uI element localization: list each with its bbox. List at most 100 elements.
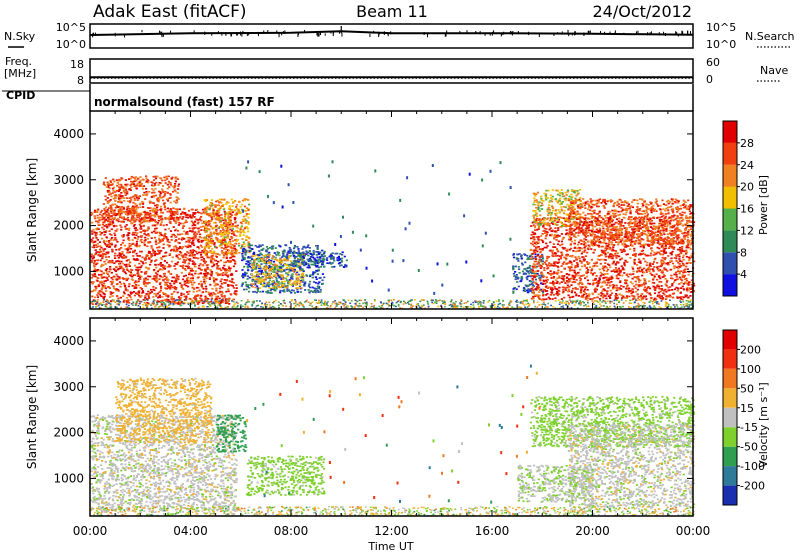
power-echo-cell bbox=[229, 253, 233, 255]
power-echo-cell bbox=[293, 257, 296, 260]
power-echo-cell bbox=[114, 238, 117, 240]
power-echo-cell bbox=[136, 272, 139, 275]
power-echo-cell bbox=[288, 249, 291, 251]
power-echo-cell bbox=[264, 274, 267, 277]
power-echo-cell bbox=[246, 266, 249, 269]
power-echo-cell bbox=[268, 265, 271, 267]
power-echo-cell bbox=[147, 181, 150, 184]
power-echo-cell bbox=[223, 233, 227, 236]
power-echo-cell bbox=[514, 275, 517, 278]
power-echo-cell bbox=[203, 262, 206, 264]
power-echo-cell bbox=[201, 208, 205, 211]
power-echo-cell bbox=[541, 260, 544, 263]
power-echo-cell bbox=[269, 289, 272, 292]
power-echo-cell bbox=[129, 296, 132, 299]
power-echo-cell bbox=[297, 255, 300, 257]
power-echo-cell bbox=[216, 267, 219, 270]
power-echo-cell bbox=[552, 223, 555, 225]
power-echo-cell bbox=[105, 258, 108, 261]
power-echo-cell bbox=[254, 283, 257, 286]
power-echo-cell bbox=[521, 270, 525, 273]
power-echo-cell bbox=[103, 220, 106, 222]
power-echo-cell bbox=[185, 298, 188, 300]
power-echo-cell bbox=[181, 227, 184, 229]
power-echo-cell bbox=[156, 223, 159, 226]
power-echo-cell bbox=[210, 274, 213, 277]
power-echo-cell bbox=[162, 199, 165, 202]
power-echo-cell bbox=[200, 299, 203, 302]
power-echo-cell bbox=[139, 296, 142, 298]
power-echo-cell bbox=[203, 212, 206, 215]
power-echo-cell bbox=[188, 239, 191, 241]
power-echo-cell bbox=[603, 293, 606, 296]
power-echo-cell bbox=[157, 249, 160, 252]
power-echo-cell bbox=[236, 227, 239, 229]
power-echo-cell bbox=[142, 185, 146, 187]
power-echo-cell bbox=[204, 237, 208, 240]
power-echo-cell bbox=[533, 288, 536, 291]
power-echo-cell bbox=[217, 274, 220, 277]
power-echo-cell bbox=[173, 290, 176, 293]
power-echo-cell bbox=[169, 282, 172, 285]
power-echo-cell bbox=[542, 241, 545, 244]
power-echo-cell bbox=[123, 284, 127, 287]
power-echo-cell bbox=[118, 260, 121, 263]
power-echo-cell bbox=[306, 246, 309, 248]
power-echo-cell bbox=[99, 245, 102, 247]
power-echo-cell bbox=[136, 293, 139, 295]
power-echo-cell bbox=[259, 290, 262, 293]
power-echo-cell bbox=[290, 264, 293, 267]
power-echo-cell bbox=[130, 273, 133, 275]
power-echo-cell bbox=[150, 220, 153, 222]
power-echo-cell bbox=[129, 271, 132, 274]
power-echo-cell bbox=[229, 280, 232, 283]
power-echo-cell bbox=[225, 251, 228, 253]
power-echo-cell bbox=[194, 263, 197, 265]
power-echo-cell bbox=[144, 239, 147, 241]
power-echo-cell bbox=[279, 274, 282, 276]
power-echo-cell bbox=[163, 235, 166, 238]
power-echo-cell bbox=[122, 270, 125, 273]
power-echo-cell bbox=[96, 285, 99, 288]
power-echo-cell bbox=[575, 232, 578, 234]
power-echo-cell bbox=[99, 259, 102, 262]
power-echo-cell bbox=[135, 184, 138, 187]
power-echo-cell bbox=[108, 200, 111, 202]
power-echo-cell bbox=[234, 242, 237, 245]
power-echo-cell bbox=[232, 232, 235, 235]
power-echo-cell bbox=[205, 226, 208, 229]
power-echo-cell bbox=[126, 216, 130, 219]
power-echo-cell bbox=[162, 293, 165, 295]
power-echo-cell bbox=[290, 262, 293, 264]
power-echo-cell bbox=[122, 239, 125, 242]
power-echo-cell bbox=[197, 276, 200, 279]
power-echo-cell bbox=[248, 237, 251, 240]
power-echo-cell bbox=[92, 256, 95, 259]
power-echo-cell bbox=[187, 279, 190, 282]
power-echo-cell bbox=[136, 199, 139, 201]
power-echo-cell bbox=[168, 244, 171, 247]
power-echo-cell bbox=[141, 256, 144, 259]
power-echo-cell bbox=[220, 300, 223, 303]
power-echo-cell bbox=[228, 218, 231, 221]
power-echo-cell bbox=[251, 268, 254, 271]
power-echo-cell bbox=[96, 242, 99, 245]
power-echo-cell bbox=[179, 250, 182, 253]
power-echo-cell bbox=[554, 261, 557, 263]
power-echo-cell bbox=[235, 284, 238, 286]
power-echo-cell bbox=[90, 230, 94, 232]
power-echo-cell bbox=[328, 261, 332, 264]
power-echo-cell bbox=[645, 298, 648, 300]
power-echo-cell bbox=[157, 215, 160, 218]
power-echo-cell bbox=[159, 211, 163, 214]
power-echo-cell bbox=[137, 292, 141, 294]
power-echo-cell bbox=[166, 278, 169, 280]
power-echo-cell bbox=[194, 297, 198, 300]
power-echo-cell bbox=[127, 229, 131, 232]
power-echo-cell bbox=[192, 212, 195, 214]
power-echo-cell bbox=[315, 259, 318, 262]
power-echo-cell bbox=[177, 275, 180, 278]
power-echo-cell bbox=[534, 294, 537, 296]
power-echo-cell bbox=[115, 266, 118, 269]
power-echo-cell bbox=[156, 279, 159, 282]
